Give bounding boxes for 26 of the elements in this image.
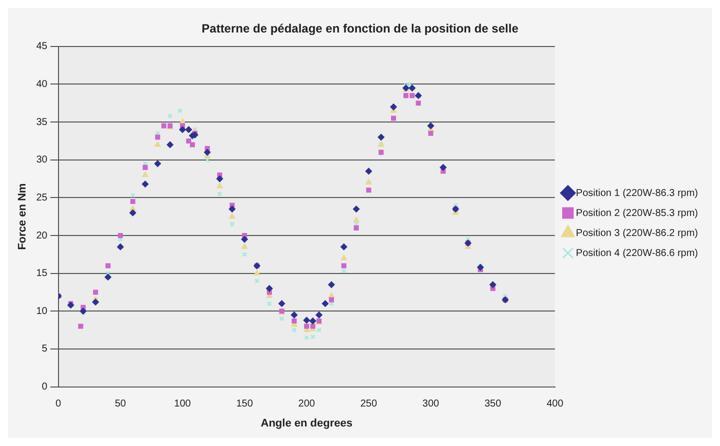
legend-label: Position 1 (220W-86.3 rpm) xyxy=(576,188,698,199)
x-tick-label: 250 xyxy=(360,398,378,410)
y-tick-label: 40 xyxy=(36,78,48,90)
legend-label: Position 3 (220W-86.2 rpm) xyxy=(576,228,698,239)
y-tick-label: 30 xyxy=(36,154,48,166)
y-tick-label: 45 xyxy=(36,41,48,52)
x-tick-label: 0 xyxy=(56,398,62,410)
y-tick-label: 25 xyxy=(36,192,48,204)
y-tick-label: 15 xyxy=(36,268,48,280)
y-tick-label: 5 xyxy=(42,344,48,355)
x-tick-label: 350 xyxy=(484,398,502,410)
y-tick-label: 10 xyxy=(36,306,48,317)
x-tick-label: 400 xyxy=(546,398,564,410)
y-tick-label: 20 xyxy=(36,230,48,242)
y-axis-title: Force en Nm xyxy=(16,183,29,250)
x-tick-label: 200 xyxy=(298,398,316,410)
legend-label: Position 2 (220W-85.3 rpm) xyxy=(576,208,698,219)
x-tick-label: 100 xyxy=(174,398,192,410)
y-tick-label: 35 xyxy=(36,116,48,128)
x-axis-title: Angle en degrees xyxy=(260,417,352,430)
x-tick-label: 300 xyxy=(422,398,440,410)
chart-title: Patterne de pédalage en fonction de la position de selle xyxy=(202,22,519,36)
legend-label: Position 4 (220W-86.6 rpm) xyxy=(576,248,698,259)
x-tick-label: 150 xyxy=(236,398,254,410)
y-tick-label: 0 xyxy=(42,382,48,393)
x-tick-label: 50 xyxy=(114,398,126,410)
